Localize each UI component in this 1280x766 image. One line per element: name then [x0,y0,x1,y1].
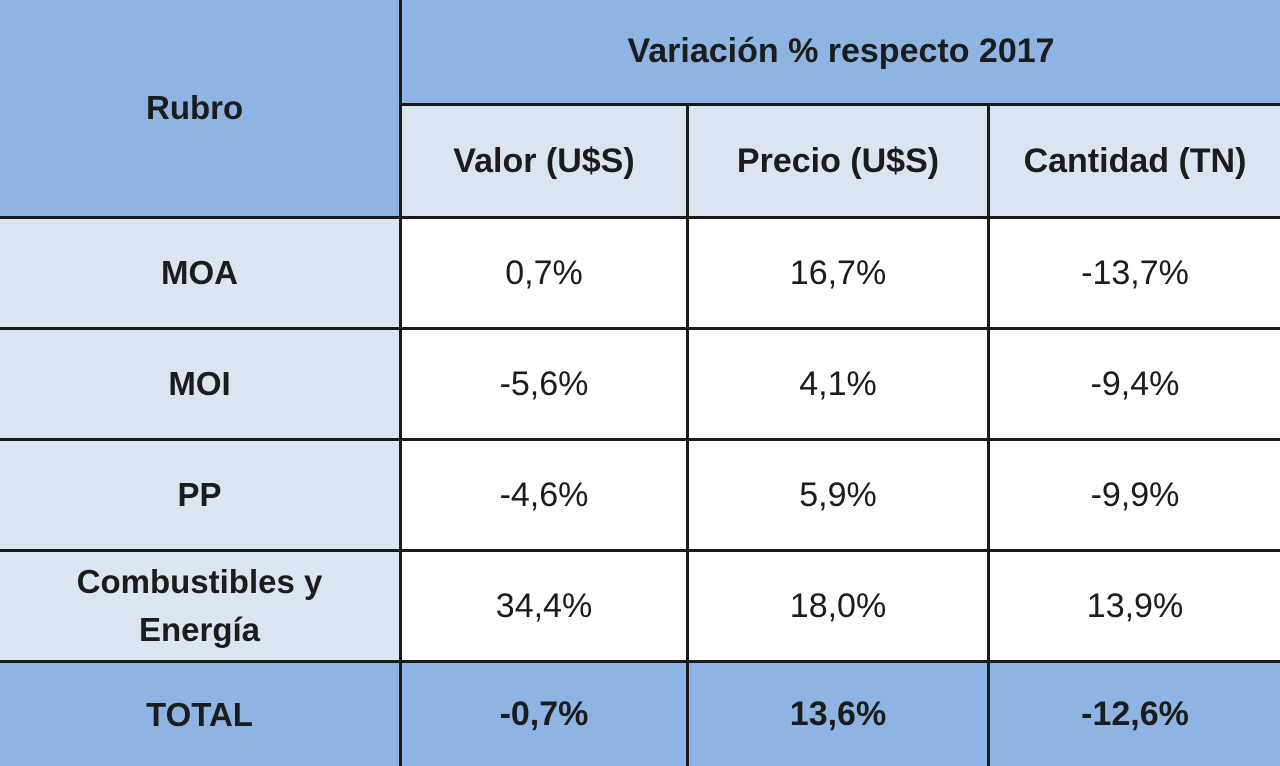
rubro-header: Rubro [0,0,399,216]
table-cell: 0,7% [399,216,686,327]
table-row: MOA 0,7% 16,7% -13,7% [0,216,1280,327]
table-row: MOI -5,6% 4,1% -9,4% [0,327,1280,438]
row-label: PP [0,438,399,549]
total-label: TOTAL [0,660,399,766]
table-cell: -9,4% [987,327,1280,438]
header-row-top: Rubro Variación % respecto 2017 [0,0,1280,216]
table-cell: 34,4% [399,549,686,660]
column-header-precio: Precio (U$S) [686,106,987,216]
table-cell: -9,9% [987,438,1280,549]
table-cell: 16,7% [686,216,987,327]
table-row: PP -4,6% 5,9% -9,9% [0,438,1280,549]
column-header-cantidad: Cantidad (TN) [987,106,1280,216]
row-label-line: Energía [138,611,261,648]
row-label: MOI [0,327,399,438]
table-cell: 4,1% [686,327,987,438]
column-header-valor: Valor (U$S) [399,106,686,216]
table-cell: 5,9% [686,438,987,549]
row-label: Combustibles y Energía [0,549,399,660]
row-label: MOA [0,216,399,327]
table-cell: -13,7% [987,216,1280,327]
row-label-line: Combustibles y [76,563,323,601]
table-cell: 18,0% [686,549,987,660]
group-header: Variación % respecto 2017 [399,0,1280,106]
header-row-sub: Valor (U$S) Precio (U$S) Cantidad (TN) [0,106,1280,216]
total-row: TOTAL -0,7% 13,6% -12,6% [0,660,1280,766]
total-cell: -12,6% [987,660,1280,766]
table-cell: -4,6% [399,438,686,549]
table-cell: -5,6% [399,327,686,438]
total-cell: 13,6% [686,660,987,766]
table-cell: 13,9% [987,549,1280,660]
total-cell: -0,7% [399,660,686,766]
table-row: Combustibles y Energía 34,4% 18,0% 13,9% [0,549,1280,660]
